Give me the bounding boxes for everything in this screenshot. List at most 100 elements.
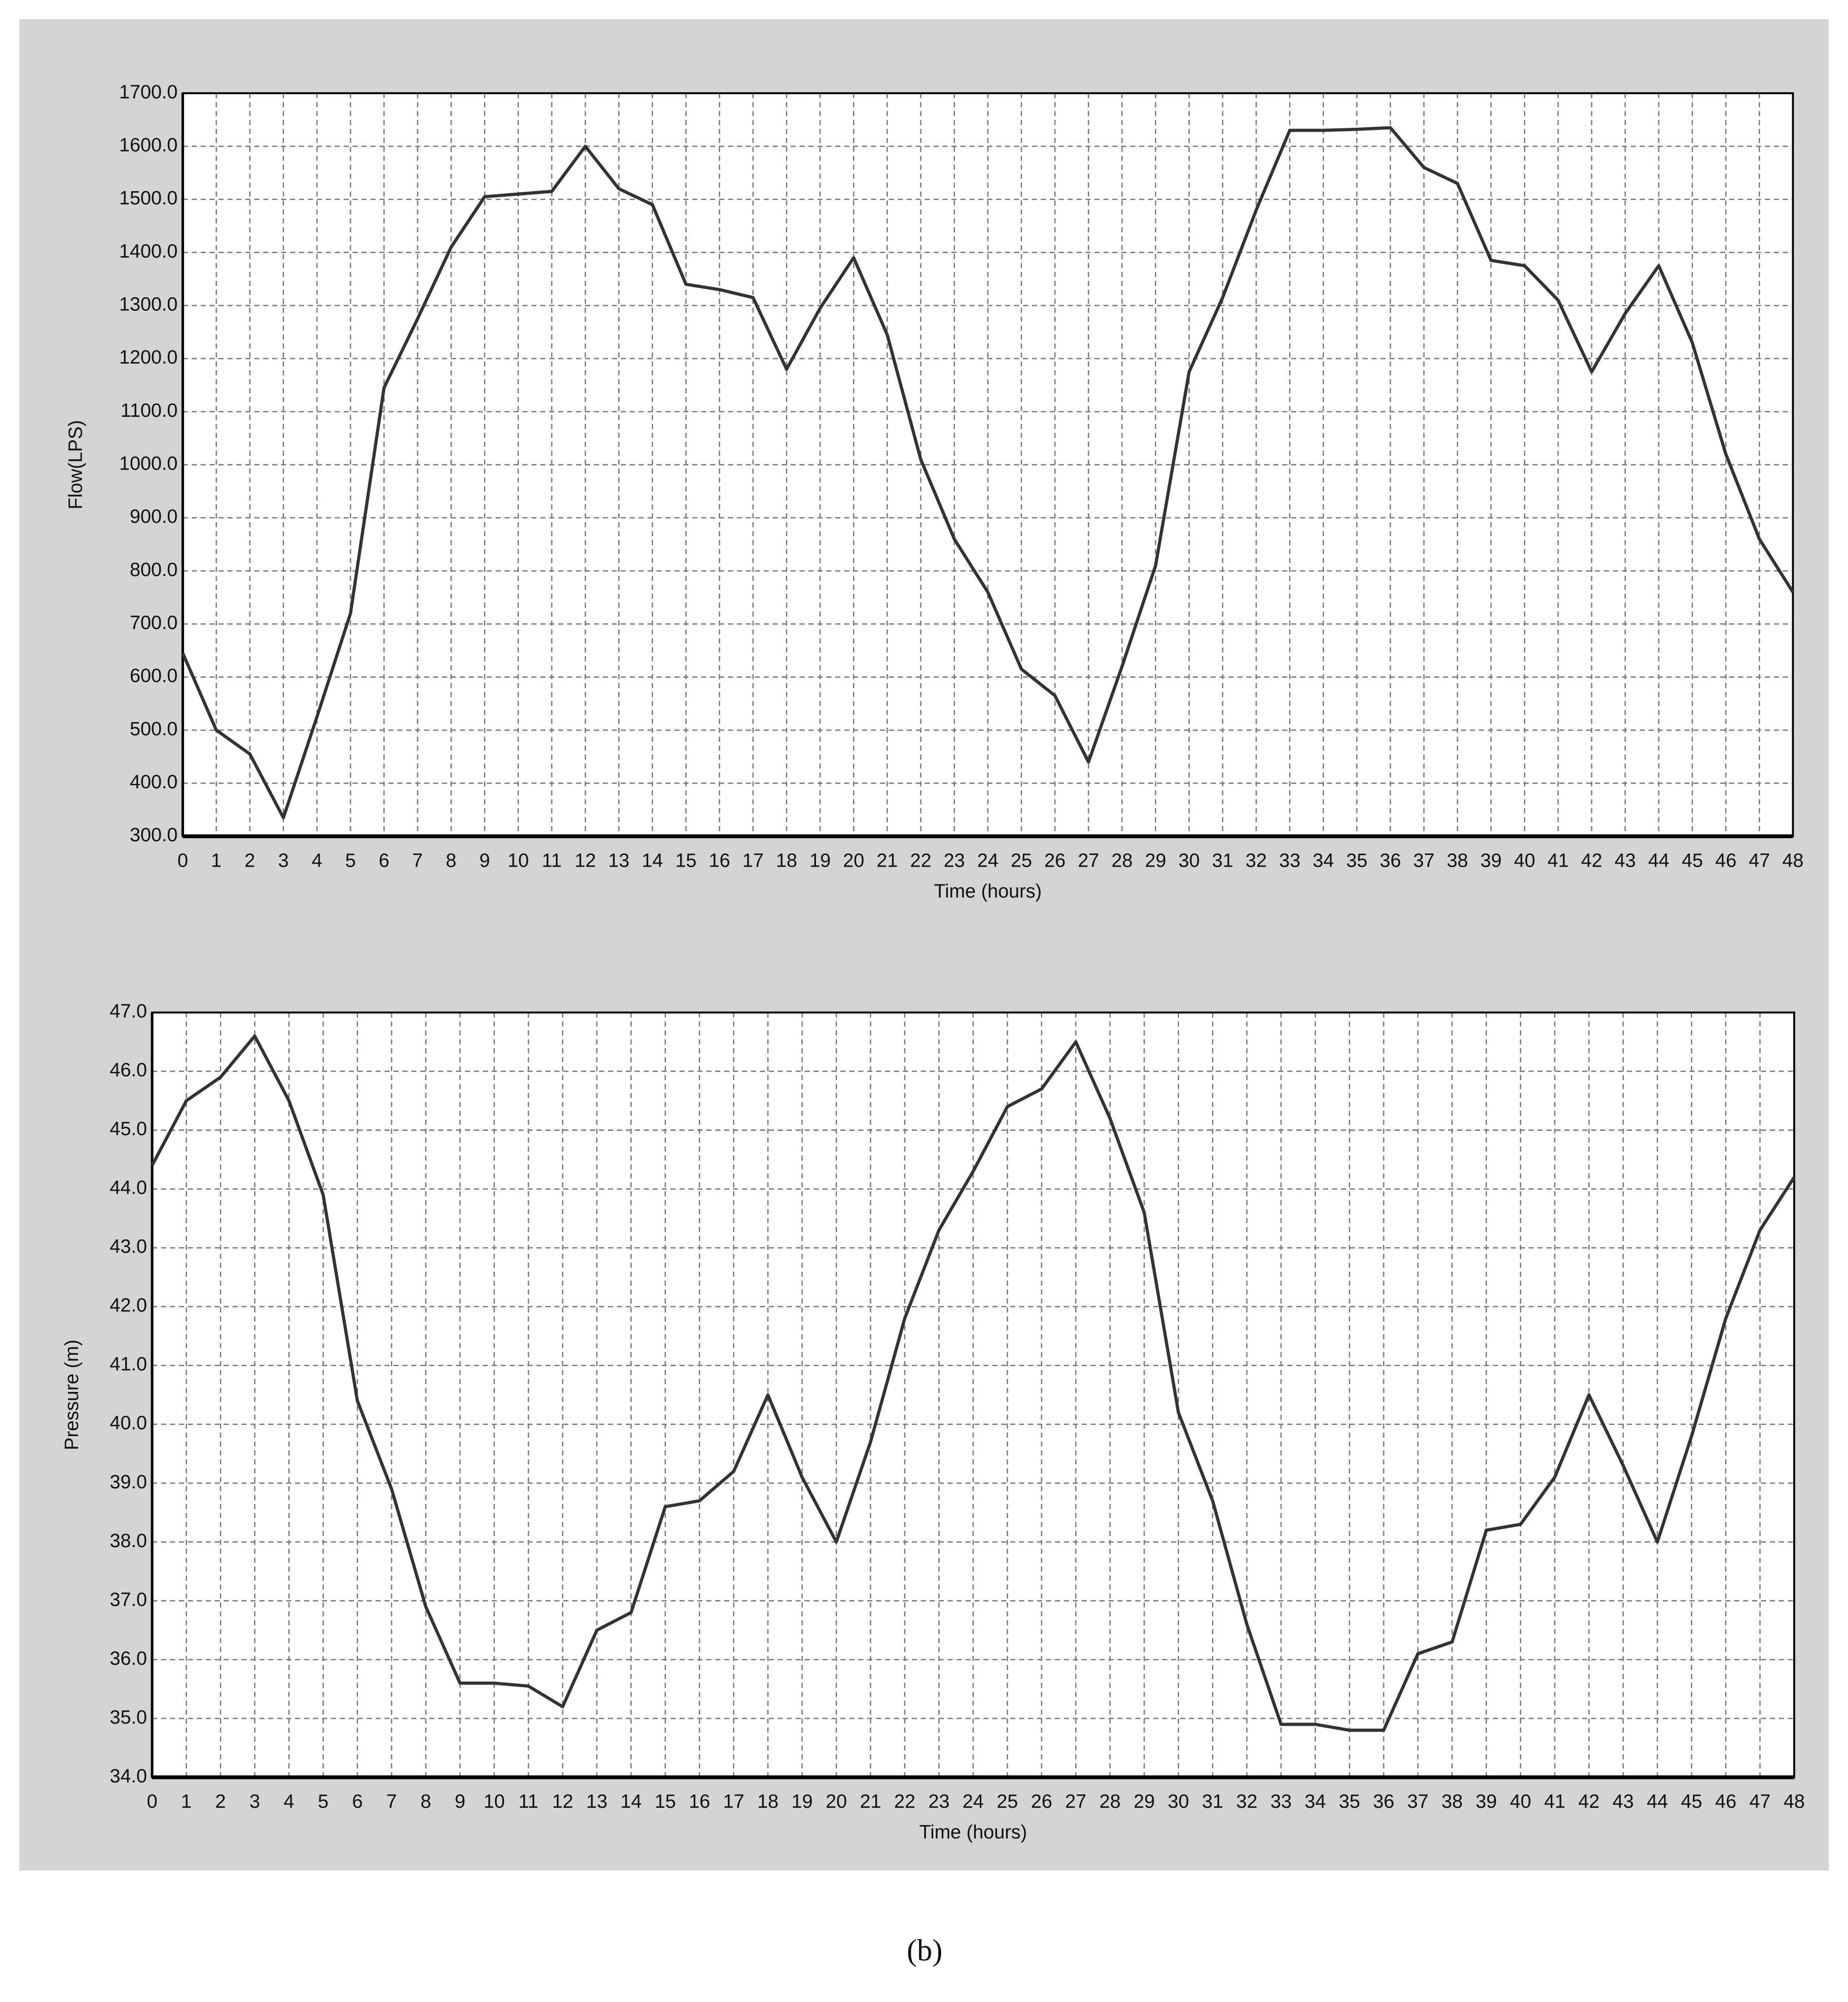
caption: (b) [907, 1934, 942, 1968]
x-tick-label: 11 [518, 1791, 538, 1812]
x-tick-label: 26 [1031, 1791, 1052, 1812]
x-tick-label: 32 [1246, 850, 1267, 872]
x-tick-label: 6 [379, 850, 389, 872]
x-tick-label: 46 [1715, 850, 1736, 872]
x-tick-label: 33 [1270, 1791, 1292, 1812]
x-tick-label: 34 [1312, 850, 1334, 872]
x-tick-label: 4 [283, 1791, 294, 1812]
x-tick-label: 6 [352, 1791, 363, 1812]
y-tick-label: 34.0 [110, 1766, 147, 1787]
y-axis-label: Flow(LPS) [65, 420, 86, 509]
x-tick-label: 45 [1681, 1791, 1702, 1812]
x-tick-label: 24 [977, 850, 999, 872]
x-tick-label: 22 [910, 850, 932, 872]
x-tick-label: 41 [1544, 1791, 1566, 1812]
x-tick-label: 42 [1581, 850, 1603, 872]
y-tick-label: 41.0 [110, 1354, 147, 1375]
x-tick-label: 31 [1212, 850, 1233, 872]
y-tick-label: 1500.0 [119, 188, 177, 209]
x-tick-label: 11 [542, 850, 561, 872]
y-tick-label: 1400.0 [119, 241, 177, 262]
x-tick-label: 46 [1715, 1791, 1736, 1812]
x-tick-label: 25 [997, 1791, 1018, 1812]
x-tick-label: 29 [1133, 1791, 1155, 1812]
y-tick-label: 600.0 [130, 665, 177, 687]
data-line [181, 126, 1795, 819]
x-tick-label: 10 [508, 850, 529, 872]
y-tick-label: 300.0 [130, 825, 177, 846]
y-tick-label: 42.0 [110, 1295, 147, 1316]
x-tick-label: 43 [1613, 1791, 1634, 1812]
x-tick-label: 25 [1011, 850, 1032, 872]
x-tick-label: 5 [318, 1791, 329, 1812]
x-tick-label: 32 [1236, 1791, 1258, 1812]
x-tick-label: 13 [586, 1791, 608, 1812]
y-tick-label: 38.0 [110, 1530, 147, 1552]
x-tick-label: 22 [894, 1791, 915, 1812]
x-tick-label: 40 [1514, 850, 1535, 872]
x-tick-label: 37 [1407, 1791, 1429, 1812]
x-tick-label: 14 [620, 1791, 642, 1812]
x-tick-label: 21 [860, 1791, 881, 1812]
x-tick-label: 40 [1510, 1791, 1531, 1812]
x-tick-label: 7 [412, 850, 423, 872]
x-tick-label: 16 [689, 1791, 710, 1812]
x-tick-label: 28 [1111, 850, 1132, 872]
x-tick-label: 3 [250, 1791, 260, 1812]
x-tick-label: 9 [455, 1791, 466, 1812]
x-tick-label: 1 [181, 1791, 192, 1812]
x-tick-label: 17 [723, 1791, 744, 1812]
x-tick-label: 48 [1782, 850, 1803, 872]
x-tick-label: 39 [1480, 850, 1502, 872]
x-tick-label: 47 [1749, 1791, 1770, 1812]
x-tick-label: 30 [1179, 850, 1200, 872]
x-tick-label: 21 [876, 850, 898, 872]
x-tick-label: 24 [963, 1791, 984, 1812]
x-tick-label: 37 [1413, 850, 1435, 872]
y-tick-label: 40.0 [110, 1413, 147, 1434]
x-tick-label: 26 [1044, 850, 1065, 872]
plot-area [152, 1012, 1794, 1777]
x-axis-label: Time (hours) [919, 1822, 1027, 1843]
x-tick-label: 41 [1547, 850, 1569, 872]
x-tick-label: 1 [211, 850, 222, 872]
y-tick-label: 36.0 [110, 1648, 147, 1669]
x-tick-label: 34 [1305, 1791, 1326, 1812]
x-tick-label: 38 [1447, 850, 1468, 872]
x-tick-label: 33 [1279, 850, 1300, 872]
y-tick-label: 45.0 [110, 1119, 147, 1140]
x-tick-label: 47 [1749, 850, 1770, 872]
y-tick-label: 35.0 [110, 1707, 147, 1728]
x-tick-label: 14 [642, 850, 663, 872]
x-tick-label: 8 [446, 850, 456, 872]
x-axis-label: Time (hours) [934, 881, 1042, 902]
x-tick-label: 23 [944, 850, 965, 872]
x-tick-label: 27 [1065, 1791, 1086, 1812]
x-tick-label: 12 [575, 850, 596, 872]
y-tick-label: 1600.0 [119, 134, 177, 156]
x-tick-label: 3 [278, 850, 289, 872]
x-tick-label: 20 [826, 1791, 847, 1812]
x-tick-label: 0 [147, 1791, 157, 1812]
y-axis-label: Pressure (m) [61, 1340, 83, 1450]
x-tick-label: 13 [608, 850, 629, 872]
x-tick-label: 15 [655, 1791, 676, 1812]
x-tick-label: 15 [676, 850, 697, 872]
x-tick-label: 36 [1373, 1791, 1394, 1812]
x-tick-label: 2 [244, 850, 255, 872]
x-tick-label: 18 [757, 1791, 778, 1812]
x-tick-label: 39 [1476, 1791, 1497, 1812]
x-tick-label: 27 [1078, 850, 1099, 872]
x-tick-label: 28 [1099, 1791, 1121, 1812]
x-tick-label: 31 [1202, 1791, 1223, 1812]
x-tick-label: 44 [1647, 1791, 1668, 1812]
x-tick-label: 18 [776, 850, 797, 872]
x-tick-label: 7 [386, 1791, 397, 1812]
y-tick-label: 44.0 [110, 1177, 147, 1199]
y-tick-label: 37.0 [110, 1589, 147, 1611]
x-tick-label: 19 [809, 850, 831, 872]
x-tick-label: 29 [1145, 850, 1166, 872]
y-tick-label: 900.0 [130, 506, 177, 527]
